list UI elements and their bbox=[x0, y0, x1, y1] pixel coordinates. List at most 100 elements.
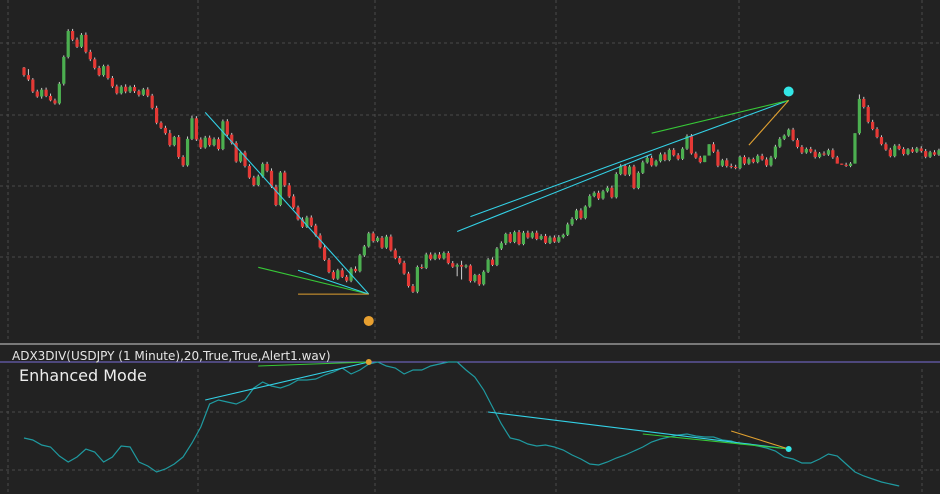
candle-body bbox=[619, 165, 623, 175]
price-signal-dot bbox=[363, 315, 374, 326]
candle-body bbox=[353, 268, 358, 272]
candle-body bbox=[146, 89, 150, 96]
candle-body bbox=[592, 192, 596, 197]
indicator-trendline bbox=[642, 433, 789, 450]
candle-body bbox=[35, 91, 39, 97]
candle-body bbox=[791, 129, 795, 141]
candle-body bbox=[513, 232, 517, 242]
candle-body bbox=[804, 148, 808, 153]
candle-body bbox=[588, 196, 592, 207]
candle-body bbox=[216, 139, 221, 149]
candle-body bbox=[897, 145, 901, 149]
candle-body bbox=[919, 148, 923, 152]
candle-body bbox=[605, 187, 610, 192]
price-trendline bbox=[297, 269, 369, 295]
candle-body bbox=[406, 273, 411, 287]
candle-body bbox=[813, 151, 817, 158]
candle-body bbox=[822, 153, 826, 155]
candle-body bbox=[199, 139, 203, 148]
candle-body bbox=[698, 157, 702, 163]
candle-body bbox=[862, 98, 866, 107]
candle-body bbox=[124, 86, 128, 92]
candle-body bbox=[663, 154, 667, 161]
candle-body bbox=[389, 236, 393, 251]
candle-body bbox=[680, 148, 685, 159]
price-trendline bbox=[258, 266, 369, 295]
candle-body bbox=[66, 30, 70, 57]
candle-body bbox=[459, 264, 464, 267]
candle-body bbox=[636, 172, 640, 189]
candle-body bbox=[243, 152, 247, 166]
candle-body bbox=[110, 78, 114, 87]
indicator-trendline bbox=[731, 430, 789, 450]
indicator-trendline bbox=[258, 361, 369, 367]
candle-body bbox=[132, 87, 137, 92]
candle-body bbox=[305, 217, 309, 227]
candle-body bbox=[464, 265, 468, 267]
candle-body bbox=[760, 155, 764, 160]
candle-body bbox=[376, 237, 380, 242]
candle-body bbox=[826, 150, 831, 155]
indicator-signal-dot bbox=[365, 359, 372, 365]
candle-body bbox=[910, 149, 915, 152]
candle-body bbox=[455, 264, 459, 267]
candle-body bbox=[875, 129, 879, 138]
candle-body bbox=[623, 165, 627, 175]
candle-body bbox=[75, 39, 79, 47]
price-signals bbox=[363, 86, 794, 326]
candle-body bbox=[486, 259, 490, 272]
indicator-label: ADX3DIV(USDJPY (1 Minute),20,True,True,A… bbox=[12, 349, 331, 363]
candle-body bbox=[446, 252, 450, 264]
candle-body bbox=[932, 152, 937, 155]
candle-body bbox=[84, 34, 88, 52]
candle-body bbox=[716, 151, 720, 166]
candle-body bbox=[650, 157, 654, 166]
candle-body bbox=[393, 250, 397, 259]
candle-body bbox=[101, 66, 106, 76]
candle-body bbox=[685, 136, 689, 149]
price-trendline bbox=[204, 111, 370, 295]
candle-body bbox=[676, 155, 680, 159]
candle-body bbox=[627, 166, 632, 175]
candle-body bbox=[517, 232, 521, 245]
candle-body bbox=[658, 154, 663, 162]
candle-body bbox=[725, 160, 729, 166]
candle-body bbox=[835, 157, 839, 164]
candle-body bbox=[738, 157, 742, 169]
candle-body bbox=[252, 177, 256, 186]
candle-body bbox=[490, 259, 495, 265]
candle-body bbox=[234, 143, 238, 162]
candle-body bbox=[433, 254, 437, 259]
price-trendline bbox=[748, 100, 790, 146]
indicator-panel bbox=[0, 359, 940, 487]
candle-body bbox=[185, 138, 190, 166]
candle-body bbox=[79, 34, 84, 47]
candle-body bbox=[177, 137, 181, 158]
candle-body bbox=[411, 286, 415, 292]
candle-body bbox=[552, 237, 556, 242]
candle-body bbox=[468, 265, 473, 282]
candle-body bbox=[190, 118, 194, 139]
candle-body bbox=[57, 83, 61, 104]
candle-body bbox=[482, 271, 486, 285]
candle-body bbox=[40, 89, 44, 97]
candle-body bbox=[345, 276, 349, 281]
candle-body bbox=[141, 89, 145, 95]
candle-body bbox=[194, 118, 198, 140]
candle-body bbox=[566, 224, 570, 235]
candle-body bbox=[729, 165, 733, 167]
candle-body bbox=[230, 134, 234, 144]
candle-body bbox=[53, 100, 57, 104]
candle-body bbox=[292, 196, 296, 208]
candle-body bbox=[857, 98, 861, 134]
candle-body bbox=[159, 122, 163, 128]
candle-body bbox=[689, 136, 694, 154]
candle-body bbox=[93, 59, 97, 68]
candle-body bbox=[278, 172, 282, 206]
candle-body bbox=[106, 66, 110, 79]
candle-body bbox=[570, 219, 574, 225]
candle-body bbox=[371, 233, 375, 242]
candle-body bbox=[818, 153, 822, 158]
